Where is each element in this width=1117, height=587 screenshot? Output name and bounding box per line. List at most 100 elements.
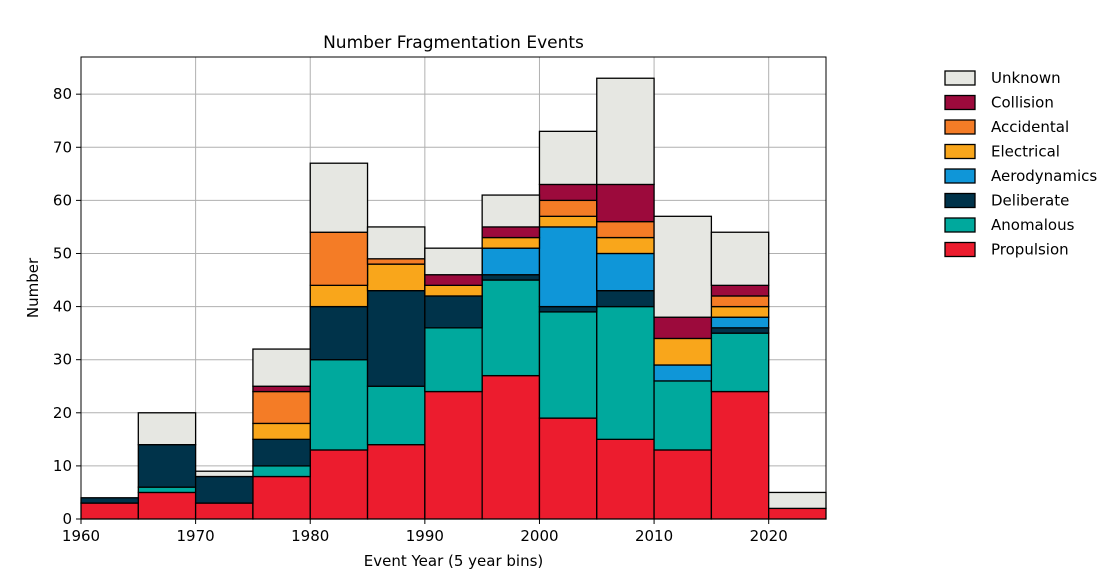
- bar-segment-accidental: [538, 199, 598, 217]
- bar-segment-deliberate: [424, 295, 483, 329]
- x-axis-label: Event Year (5 year bins): [364, 552, 544, 570]
- legend: Unknown Collision Accidental Electrical Aero…: [944, 69, 1097, 259]
- bar-segment-unknown: [596, 77, 655, 186]
- bar-segment-propulsion: [80, 502, 139, 520]
- bar-segment-propulsion: [768, 507, 827, 520]
- bar-segment-collision: [538, 183, 598, 202]
- bar-segment-aerodynamics: [710, 316, 770, 329]
- bar-segment-deliberate: [538, 305, 598, 313]
- bar-segment-electrical: [596, 236, 655, 255]
- x-tick-label: 1990: [406, 527, 444, 545]
- legend-label-electrical: Electrical: [991, 143, 1060, 161]
- bar-segment-unknown: [538, 130, 598, 186]
- bar-segment-deliberate: [710, 327, 770, 334]
- legend-swatch-anomalous: [944, 217, 976, 233]
- bar-segment-anomalous: [424, 327, 483, 393]
- bar-segment-deliberate: [80, 497, 139, 504]
- y-tick-label: 80: [53, 85, 72, 103]
- bar-segment-deliberate: [194, 475, 254, 504]
- legend-label-accidental: Accidental: [991, 118, 1069, 136]
- legend-label-aerodynamics: Aerodynamics: [991, 167, 1097, 185]
- bar-segment-electrical: [424, 284, 483, 297]
- bar-segment-aerodynamics: [538, 226, 598, 308]
- bar-segment-deliberate: [481, 274, 541, 281]
- bar-segment-unknown: [194, 470, 254, 478]
- y-tick-label: 30: [53, 351, 72, 369]
- bar-segment-anomalous: [137, 486, 197, 494]
- legend-swatch-collision: [944, 94, 976, 111]
- bar-segment-unknown: [768, 491, 827, 510]
- bar-segment-accidental: [710, 295, 770, 308]
- bar-segment-deliberate: [596, 290, 655, 308]
- x-tick-label: 2020: [750, 527, 788, 545]
- bar-segment-propulsion: [481, 374, 541, 520]
- legend-swatch-accidental: [944, 119, 976, 135]
- stacked-bars: [80, 77, 827, 520]
- bar-segment-aerodynamics: [653, 364, 713, 382]
- bar-segment-collision: [710, 284, 770, 297]
- bar-segment-propulsion: [710, 390, 770, 520]
- x-tick-label: 1970: [177, 527, 215, 545]
- x-tick-label: 1980: [291, 527, 329, 545]
- bar-segment-accidental: [366, 258, 426, 265]
- legend-label-deliberate: Deliberate: [991, 192, 1069, 210]
- bar-segment-collision: [481, 226, 541, 239]
- legend-swatch-unknown: [944, 70, 976, 86]
- y-tick-label: 40: [53, 298, 72, 316]
- x-tick-label: 2000: [520, 527, 558, 545]
- bar-segment-accidental: [252, 390, 311, 425]
- legend-swatch-deliberate: [944, 192, 976, 209]
- bar-segment-anomalous: [481, 279, 541, 377]
- y-tick-label: 20: [53, 404, 72, 422]
- y-tick-label: 50: [53, 244, 72, 262]
- legend-swatch-propulsion: [944, 241, 976, 258]
- bar-segment-electrical: [252, 422, 311, 440]
- bar-segment-propulsion: [538, 417, 598, 520]
- bar-segment-propulsion: [252, 475, 311, 520]
- bar-segment-unknown: [424, 247, 483, 276]
- bar-segment-anomalous: [252, 465, 311, 478]
- legend-label-propulsion: Propulsion: [991, 241, 1069, 259]
- bar-segment-anomalous: [596, 305, 655, 440]
- y-tick-label: 70: [53, 138, 72, 156]
- y-axis-label: Number: [24, 257, 42, 318]
- bar-segment-deliberate: [137, 444, 197, 488]
- bar-segment-accidental: [596, 220, 655, 239]
- bar-segment-electrical: [710, 305, 770, 318]
- bar-segment-propulsion: [366, 444, 426, 520]
- y-tick-label: 0: [62, 510, 72, 528]
- bar-segment-anomalous: [653, 380, 713, 451]
- legend-label-unknown: Unknown: [991, 69, 1061, 87]
- bar-segment-anomalous: [366, 385, 426, 446]
- bar-segment-deliberate: [366, 290, 426, 387]
- bar-segment-propulsion: [653, 449, 713, 520]
- legend-swatch-aerodynamics: [944, 168, 976, 184]
- bar-segment-aerodynamics: [481, 247, 541, 276]
- bar-segment-collision: [596, 183, 655, 223]
- bar-segment-propulsion: [137, 491, 197, 520]
- x-tick-label: 2010: [635, 527, 673, 545]
- bar-segment-anomalous: [710, 332, 770, 393]
- bar-segment-propulsion: [596, 438, 655, 520]
- bar-segment-unknown: [366, 226, 426, 260]
- bar-segment-collision: [424, 274, 483, 286]
- bar-segment-unknown: [481, 194, 541, 228]
- bar-segment-electrical: [366, 263, 426, 292]
- bar-segment-unknown: [309, 162, 369, 233]
- bar-segment-aerodynamics: [596, 252, 655, 292]
- bar-segment-propulsion: [194, 502, 254, 520]
- bar-segment-electrical: [309, 284, 369, 308]
- chart-title: Number Fragmentation Events: [323, 33, 584, 53]
- y-tick-label: 10: [53, 457, 72, 475]
- bar-segment-unknown: [137, 412, 197, 446]
- y-tick-label: 60: [53, 191, 72, 209]
- bar-segment-anomalous: [309, 359, 369, 451]
- legend-swatch-electrical: [944, 143, 976, 160]
- bar-segment-propulsion: [309, 449, 369, 520]
- bar-segment-deliberate: [309, 305, 369, 361]
- bar-segment-electrical: [538, 215, 598, 228]
- legend-label-anomalous: Anomalous: [991, 216, 1075, 234]
- legend-label-collision: Collision: [991, 94, 1054, 112]
- bar-segment-propulsion: [424, 390, 483, 520]
